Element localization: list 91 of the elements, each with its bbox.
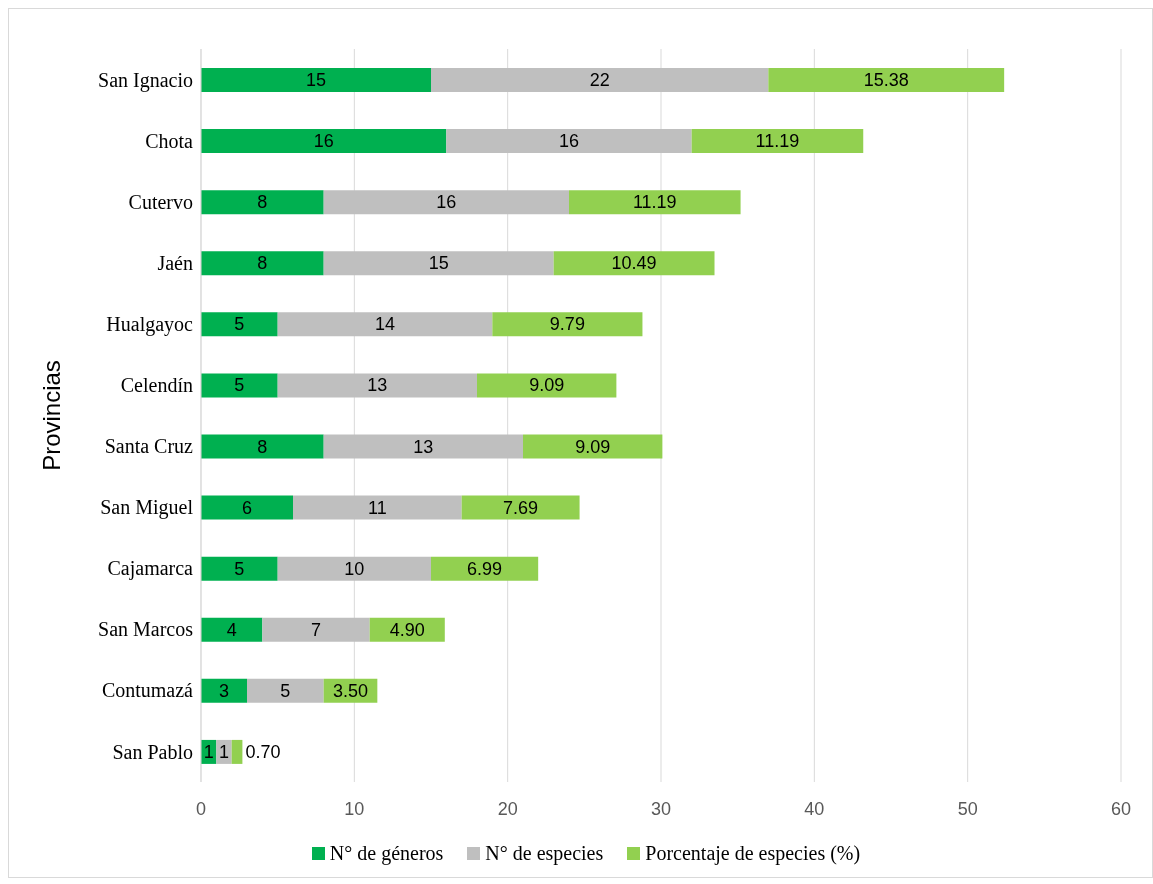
legend-label: N° de especies <box>484 842 604 865</box>
data-label: 13 <box>367 375 388 396</box>
bar <box>277 373 477 398</box>
data-label: 9.09 <box>529 375 565 396</box>
data-label: 10 <box>344 558 365 579</box>
data-label: 0.70 <box>245 741 281 762</box>
data-label: 14 <box>374 314 396 335</box>
y-tick-label: Chota <box>145 129 194 152</box>
bar <box>768 68 1005 92</box>
data-label: 10.49 <box>611 253 657 274</box>
data-label: 8 <box>257 192 268 213</box>
bar <box>477 373 617 398</box>
data-label: 16 <box>436 192 457 213</box>
data-label: 11.19 <box>632 192 677 213</box>
data-label: 6.99 <box>467 558 503 579</box>
bar <box>201 495 293 520</box>
bar <box>201 68 431 92</box>
data-label: 3.50 <box>332 680 369 701</box>
y-tick-label: Celendín <box>120 374 193 397</box>
data-label: 3 <box>218 680 230 701</box>
bar <box>201 251 324 276</box>
x-tick-label: 40 <box>804 798 825 819</box>
data-label: 5 <box>234 375 245 396</box>
bar <box>277 312 493 337</box>
bar <box>431 68 769 92</box>
y-tick-label: San Marcos <box>98 618 194 641</box>
x-tick-label: 60 <box>1110 798 1132 819</box>
bar <box>201 129 447 154</box>
bar <box>262 617 370 642</box>
bar <box>201 373 278 398</box>
bar <box>431 556 539 581</box>
data-label: 15 <box>305 70 327 90</box>
x-tick-label: 0 <box>195 798 207 819</box>
y-tick-label: Cajamarca <box>107 557 194 581</box>
data-label: 11.19 <box>755 131 800 152</box>
data-label: 22 <box>589 70 610 90</box>
bar <box>231 739 243 764</box>
data-label: 5 <box>234 314 245 335</box>
x-tick-label: 20 <box>497 798 518 819</box>
data-label: 13 <box>413 436 434 457</box>
y-axis-title: Provincias <box>37 360 65 471</box>
bar <box>201 556 278 581</box>
y-tick-label: Contumazá <box>101 679 194 702</box>
data-label: 7 <box>310 619 322 640</box>
y-tick-label: Santa Cruz <box>104 435 194 458</box>
bar <box>277 556 431 581</box>
data-label: 9.79 <box>549 314 585 335</box>
y-tick-label: Hualgayoc <box>106 312 194 336</box>
data-label: 1 <box>203 741 214 762</box>
data-label: 5 <box>234 558 245 579</box>
y-tick-label: Jaén <box>157 251 193 274</box>
bar <box>323 190 569 215</box>
bar <box>523 434 663 459</box>
legend-label: Porcentaje de especies (%) <box>644 842 861 865</box>
data-label: 5 <box>280 680 291 701</box>
bar <box>201 617 263 642</box>
bar <box>201 312 278 337</box>
data-label: 7.69 <box>503 497 539 518</box>
y-tick-label: Cutervo <box>128 190 193 213</box>
y-tick-label: San Ignacio <box>98 68 193 92</box>
data-label: 15.38 <box>863 70 909 90</box>
bar <box>201 434 324 459</box>
bar <box>201 190 324 215</box>
bar <box>247 678 324 703</box>
bar <box>553 251 715 276</box>
data-label: 4.90 <box>389 619 425 640</box>
data-label: 1 <box>218 741 230 762</box>
x-tick-label: 10 <box>344 798 365 819</box>
data-label: 8 <box>257 253 268 274</box>
bar <box>323 251 554 276</box>
data-label: 16 <box>558 131 580 152</box>
data-label: 9.09 <box>575 436 611 457</box>
y-tick-label: San Miguel <box>100 496 194 520</box>
x-tick-label: 30 <box>650 798 672 819</box>
legend-label: N° de géneros <box>328 842 444 865</box>
bar <box>323 434 523 459</box>
data-label: 6 <box>241 497 253 518</box>
data-label: 16 <box>313 131 334 152</box>
bar <box>461 495 580 520</box>
bar <box>691 129 864 154</box>
bar <box>293 495 462 520</box>
bar <box>446 129 692 154</box>
bar <box>492 312 643 337</box>
bar <box>569 190 741 215</box>
data-label: 11 <box>367 497 387 518</box>
bar <box>201 678 247 703</box>
data-label: 8 <box>257 436 268 457</box>
x-tick-label: 50 <box>957 798 978 819</box>
y-tick-label: San Pablo <box>112 740 193 763</box>
data-label: 4 <box>226 619 237 640</box>
data-label: 15 <box>428 253 449 274</box>
